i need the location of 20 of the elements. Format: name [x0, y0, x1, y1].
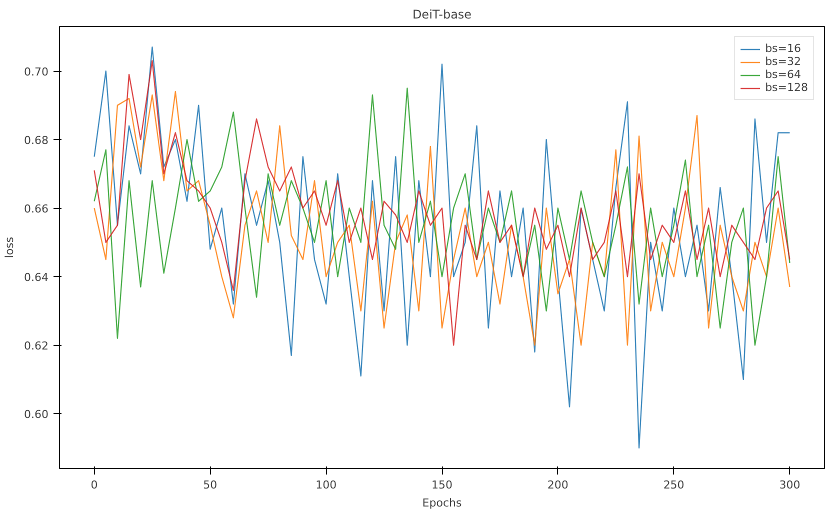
y-tick-label: 0.66	[24, 202, 49, 216]
x-tick-label: 50	[203, 478, 218, 492]
x-tick-label: 0	[90, 478, 98, 492]
x-tick-label: 100	[316, 478, 337, 492]
legend-label: bs=32	[765, 55, 801, 68]
x-tick-label: 300	[779, 478, 800, 492]
legend-label: bs=128	[765, 81, 808, 94]
y-axis-title: loss	[3, 236, 16, 258]
y-tick-label: 0.64	[24, 271, 49, 284]
y-tick-label: 0.70	[24, 66, 49, 79]
x-axis-title: Epochs	[422, 496, 462, 510]
y-tick-label: 0.60	[24, 408, 49, 422]
y-tick-label: 0.62	[24, 340, 49, 353]
x-tick-label: 150	[432, 478, 452, 492]
legend-label: bs=64	[765, 68, 801, 81]
x-tick-label: 200	[547, 478, 568, 492]
y-tick-label: 0.68	[24, 134, 49, 148]
legend-label: bs=16	[765, 42, 801, 55]
chart-title: DeiT-base	[412, 8, 472, 22]
x-tick-label: 250	[663, 478, 684, 492]
